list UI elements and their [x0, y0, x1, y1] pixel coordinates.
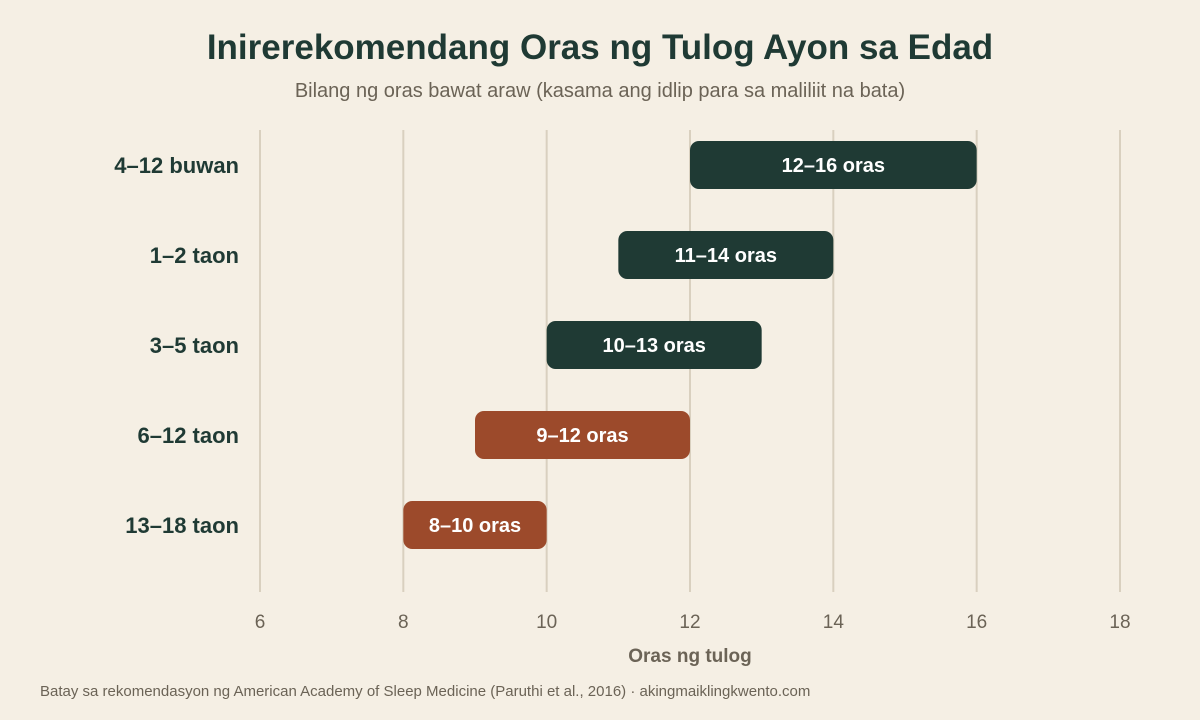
category-label: 13–18 taon: [125, 513, 239, 538]
x-tick-label: 6: [255, 612, 266, 633]
bar-value-label: 8–10 oras: [429, 515, 521, 537]
category-label: 1–2 taon: [150, 243, 239, 268]
category-label: 3–5 taon: [150, 333, 239, 358]
x-tick-label: 16: [966, 612, 987, 633]
x-tick-label: 14: [823, 612, 845, 633]
bar-value-label: 12–16 oras: [782, 155, 885, 177]
source-note: Batay sa rekomendasyon ng American Acade…: [40, 683, 811, 700]
x-axis-label: Oras ng tulog: [628, 646, 752, 667]
x-tick-label: 10: [536, 612, 557, 633]
range-bars: 12–16 oras 11–14 oras 10–13 oras 9–12 oras 8…: [403, 141, 977, 549]
range-bar: [546, 321, 762, 369]
range-bar: [618, 231, 834, 279]
x-tick-label: 8: [398, 612, 409, 633]
chart-title: Inirerekomendang Oras ng Tulog Ayon sa E…: [206, 28, 994, 67]
bar-value-label: 10–13 oras: [602, 335, 705, 357]
range-bar: [403, 501, 547, 549]
range-bar: [690, 141, 977, 189]
bar-value-label: 9–12 oras: [536, 425, 628, 447]
category-label: 4–12 buwan: [114, 153, 239, 178]
x-tick-label: 18: [1109, 612, 1130, 633]
x-axis-ticks: 6 8 10 12 14 16 18: [255, 612, 1131, 633]
bar-value-label: 11–14 oras: [675, 245, 777, 267]
category-label: 6–12 taon: [138, 423, 240, 448]
category-labels: 4–12 buwan 1–2 taon 3–5 taon 6–12 taon 13–18…: [114, 153, 239, 538]
x-tick-label: 12: [679, 612, 700, 633]
range-bar: [475, 411, 690, 459]
chart-subtitle: Bilang ng oras bawat araw (kasama ang id…: [294, 80, 906, 102]
